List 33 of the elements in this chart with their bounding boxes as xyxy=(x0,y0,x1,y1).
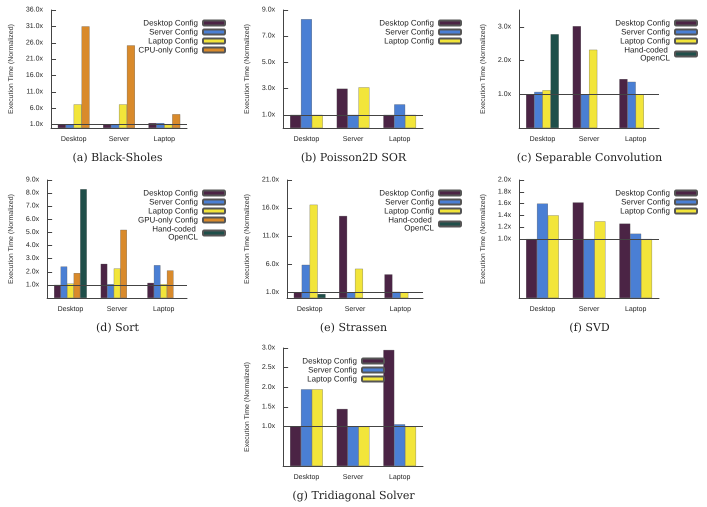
legend-label: Server Config xyxy=(385,198,434,206)
legend-label: Server Config xyxy=(149,198,198,206)
legend-label: Laptop Config xyxy=(384,206,434,216)
text: (b) Poisson2D SOR xyxy=(300,151,407,164)
legend-label: Laptop Config xyxy=(384,36,434,46)
text: (f) SVD xyxy=(569,321,610,334)
text: (a) Black-Sholes xyxy=(72,151,163,164)
legend-label: Hand-coded OpenCL xyxy=(152,224,199,242)
text: (g) Tridiagonal Solver xyxy=(292,489,416,502)
legend-label: Server Config xyxy=(621,28,670,36)
text: (e) Strassen xyxy=(320,321,388,334)
legend-label: Laptop Config xyxy=(307,374,357,384)
legend-label: Laptop Config xyxy=(620,206,670,216)
legend-label: Desktop Config xyxy=(615,18,670,28)
text: (d) Sort xyxy=(96,321,140,334)
legend-label: Laptop Config xyxy=(620,36,670,46)
legend-label: Server Config xyxy=(149,28,198,36)
legend-label: Hand-coded OpenCL xyxy=(624,46,671,62)
legend-label: Server Config xyxy=(621,198,670,206)
text: (c) Separable Convolution xyxy=(516,151,662,164)
legend-label: GPU-only Config xyxy=(138,216,198,224)
legend-label: Server Config xyxy=(308,366,357,374)
legend-label: Laptop Config xyxy=(148,36,198,46)
legend-label: Hand-coded OpenCL xyxy=(388,216,435,232)
legend-label: Desktop Config xyxy=(615,188,670,198)
legend-label: Laptop Config xyxy=(148,206,198,216)
legend-label: Desktop Config xyxy=(379,188,434,198)
legend-label: Desktop Config xyxy=(379,18,434,28)
legend-label: Desktop Config xyxy=(143,188,198,198)
legend-label: Desktop Config xyxy=(302,356,357,366)
legend-label: Desktop Config xyxy=(143,18,198,28)
legend-label: Server Config xyxy=(385,28,434,36)
legend-label: CPU-only Config xyxy=(138,46,198,54)
